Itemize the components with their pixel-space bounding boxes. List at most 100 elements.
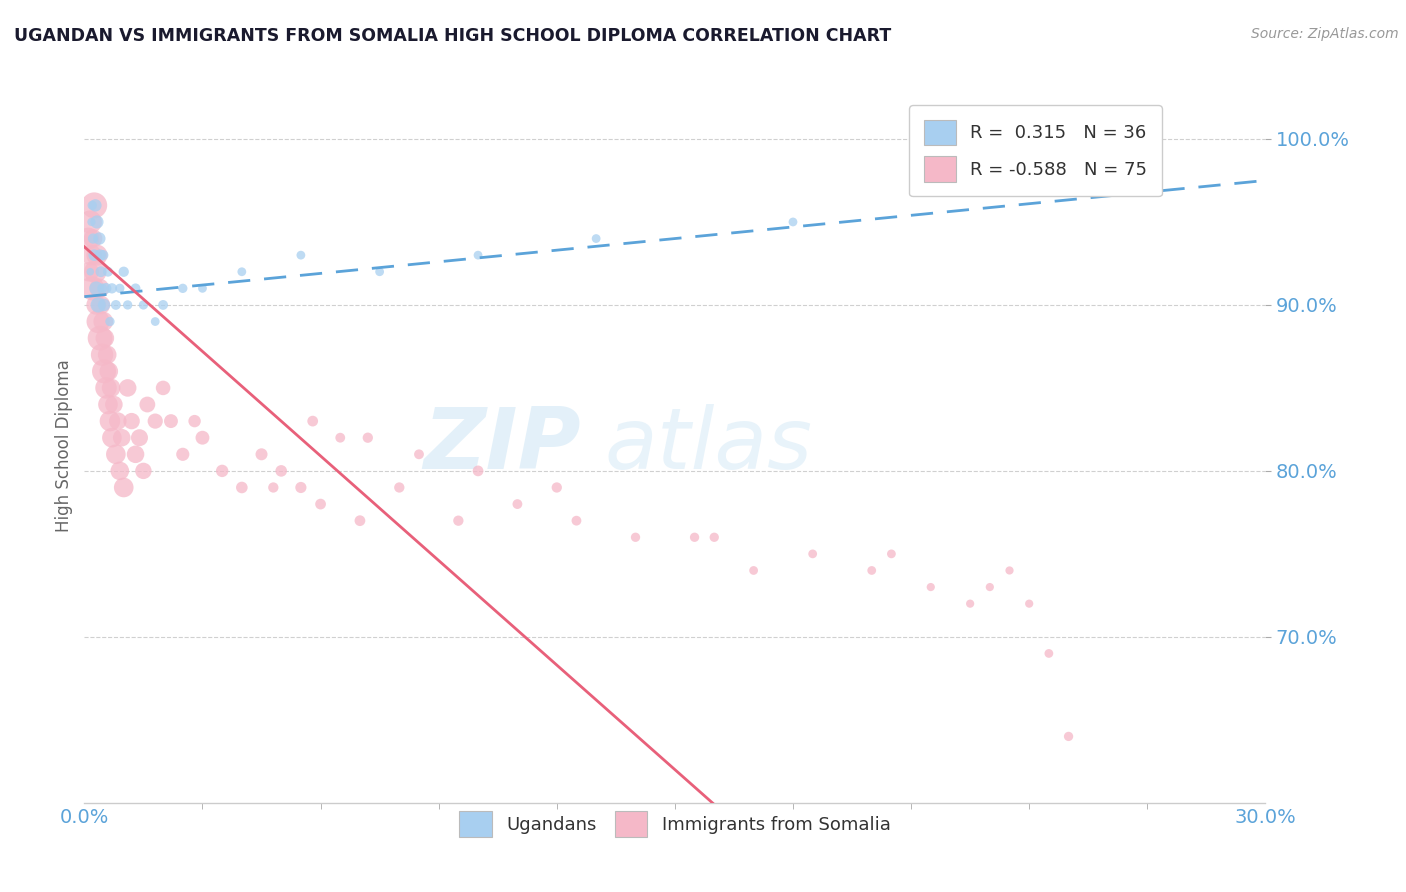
Point: [132, 464, 155, 478]
Point: [117, 298, 139, 312]
Point: [388, 481, 411, 495]
Point: [108, 281, 131, 295]
Point: [270, 464, 292, 478]
Point: [117, 381, 139, 395]
Point: [1038, 647, 1060, 661]
Text: ZIP: ZIP: [423, 404, 581, 488]
Point: [96, 348, 118, 362]
Point: [82, 198, 104, 212]
Point: [87, 298, 110, 312]
Point: [368, 265, 391, 279]
Point: [742, 564, 765, 578]
Point: [1057, 730, 1080, 744]
Point: [959, 597, 981, 611]
Point: [143, 314, 166, 328]
Point: [998, 564, 1021, 578]
Point: [506, 497, 529, 511]
Point: [191, 281, 214, 295]
Point: [84, 298, 107, 312]
Point: [91, 348, 114, 362]
Text: Source: ZipAtlas.com: Source: ZipAtlas.com: [1251, 27, 1399, 41]
Point: [91, 281, 114, 295]
Point: [211, 464, 233, 478]
Point: [309, 497, 332, 511]
Point: [89, 248, 111, 262]
Point: [349, 514, 371, 528]
Point: [124, 281, 146, 295]
Point: [86, 248, 108, 262]
Point: [408, 447, 430, 461]
Point: [93, 298, 115, 312]
Point: [94, 331, 117, 345]
Point: [920, 580, 942, 594]
Point: [83, 248, 105, 262]
Point: [152, 298, 174, 312]
Point: [82, 231, 104, 245]
Point: [467, 248, 489, 262]
Point: [143, 414, 166, 428]
Point: [1018, 597, 1040, 611]
Point: [97, 364, 120, 378]
Point: [94, 381, 117, 395]
Point: [79, 215, 101, 229]
Point: [77, 231, 100, 245]
Point: [546, 481, 568, 495]
Point: [98, 314, 121, 328]
Point: [782, 215, 804, 229]
Point: [84, 198, 107, 212]
Point: [97, 397, 120, 411]
Point: [183, 414, 205, 428]
Point: [231, 481, 253, 495]
Point: [301, 414, 323, 428]
Point: [107, 414, 129, 428]
Point: [82, 281, 104, 295]
Point: [93, 364, 115, 378]
Point: [108, 464, 131, 478]
Point: [979, 182, 1001, 196]
Point: [262, 481, 284, 495]
Point: [80, 215, 103, 229]
Point: [290, 248, 312, 262]
Point: [979, 580, 1001, 594]
Point: [104, 447, 127, 461]
Point: [100, 381, 122, 395]
Point: [97, 265, 120, 279]
Point: [683, 530, 706, 544]
Point: [703, 530, 725, 544]
Point: [801, 547, 824, 561]
Point: [91, 248, 114, 262]
Point: [89, 231, 111, 245]
Point: [111, 431, 134, 445]
Point: [191, 431, 214, 445]
Point: [101, 281, 124, 295]
Point: [89, 281, 111, 295]
Point: [121, 414, 143, 428]
Point: [84, 265, 107, 279]
Point: [860, 564, 883, 578]
Point: [152, 381, 174, 395]
Point: [91, 314, 114, 328]
Point: [172, 281, 194, 295]
Y-axis label: High School Diploma: High School Diploma: [55, 359, 73, 533]
Point: [79, 265, 101, 279]
Point: [172, 447, 194, 461]
Point: [82, 231, 104, 245]
Point: [880, 547, 903, 561]
Point: [83, 198, 105, 212]
Point: [467, 464, 489, 478]
Point: [624, 530, 647, 544]
Point: [90, 265, 112, 279]
Point: [124, 447, 146, 461]
Point: [101, 431, 124, 445]
Point: [80, 248, 103, 262]
Point: [87, 314, 110, 328]
Point: [104, 298, 127, 312]
Point: [77, 265, 100, 279]
Point: [136, 397, 159, 411]
Point: [565, 514, 588, 528]
Point: [160, 414, 183, 428]
Text: UGANDAN VS IMMIGRANTS FROM SOMALIA HIGH SCHOOL DIPLOMA CORRELATION CHART: UGANDAN VS IMMIGRANTS FROM SOMALIA HIGH …: [14, 27, 891, 45]
Point: [132, 298, 155, 312]
Point: [89, 331, 111, 345]
Legend: Ugandans, Immigrants from Somalia: Ugandans, Immigrants from Somalia: [453, 804, 897, 844]
